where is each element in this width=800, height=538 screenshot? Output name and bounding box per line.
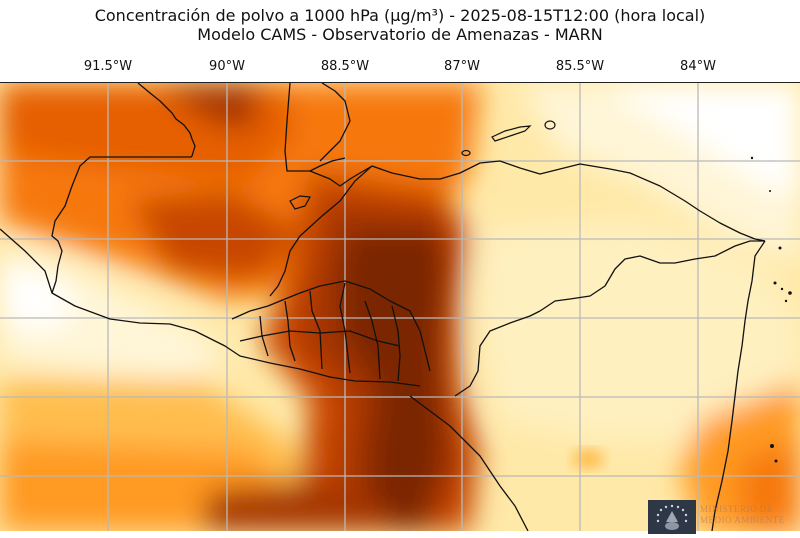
longitude-label: 91.5°W bbox=[83, 59, 133, 74]
dust-concentration-map bbox=[0, 82, 800, 531]
logo-text-line1: MINISTERIO DE bbox=[700, 504, 773, 514]
islands bbox=[289, 120, 556, 210]
borders bbox=[0, 83, 766, 531]
dust-field bbox=[0, 83, 800, 531]
emblem-icon bbox=[656, 504, 688, 530]
longitude-label: 85.5°W bbox=[555, 59, 605, 74]
longitude-label: 87°W bbox=[444, 59, 480, 74]
hotspot bbox=[572, 449, 604, 469]
graticule bbox=[0, 83, 800, 531]
chart-subtitle: Modelo CAMS - Observatorio de Amenazas -… bbox=[197, 25, 603, 44]
chart-title: Concentración de polvo a 1000 hPa (µg/m³… bbox=[94, 6, 706, 25]
cays bbox=[750, 156, 792, 463]
longitude-label: 88.5°W bbox=[320, 59, 370, 74]
logo-text: MINISTERIO DE MEDIO AMBIENTE bbox=[700, 504, 785, 526]
logo-text-line2: MEDIO AMBIENTE bbox=[700, 515, 785, 525]
marn-logo bbox=[648, 500, 696, 534]
longitude-label: 90°W bbox=[209, 59, 245, 74]
longitude-label: 84°W bbox=[680, 59, 716, 74]
